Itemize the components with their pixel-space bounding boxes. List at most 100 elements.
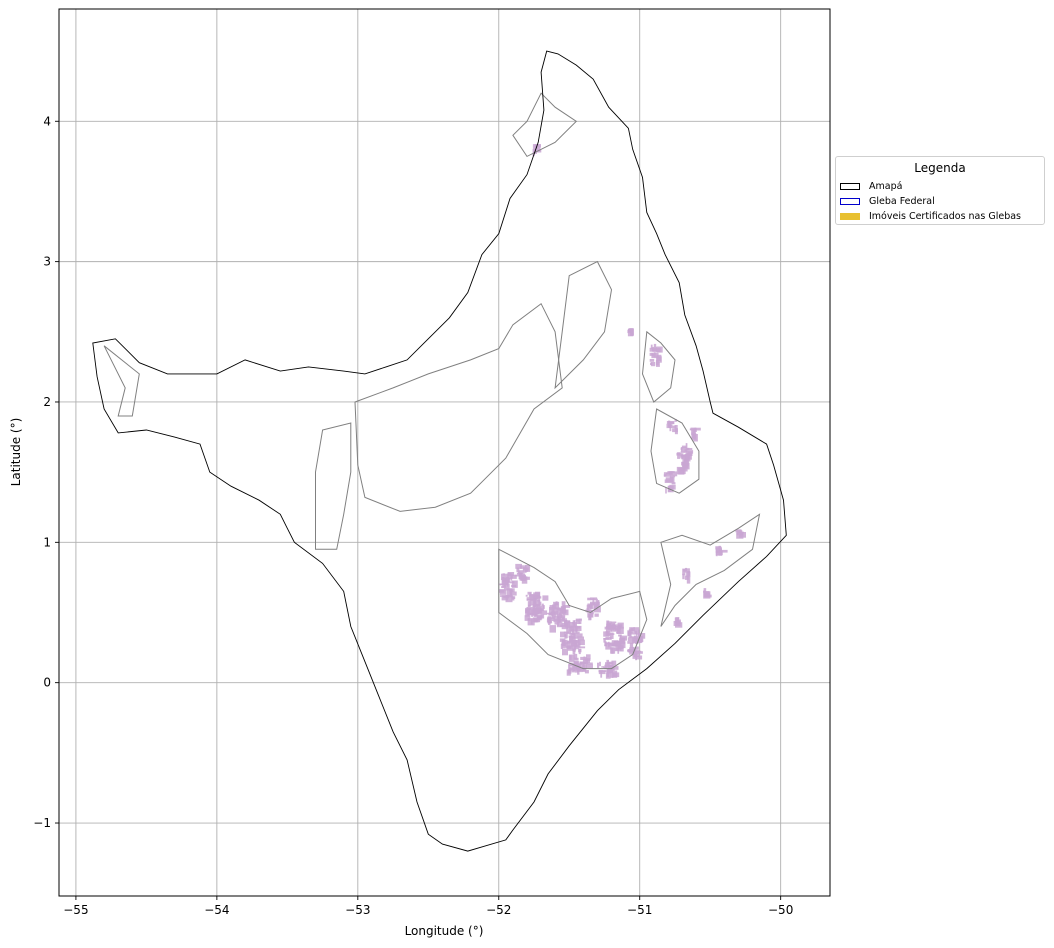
imovel-parcel bbox=[668, 420, 671, 428]
x-tick-label: −53 bbox=[345, 903, 370, 917]
imovel-parcel bbox=[519, 574, 526, 581]
imovel-parcel bbox=[684, 458, 689, 466]
imovel-parcel bbox=[619, 638, 625, 644]
imovel-parcel bbox=[655, 360, 659, 366]
imovel-parcel bbox=[567, 622, 574, 628]
imovel-parcel bbox=[519, 565, 527, 569]
imovel-parcel bbox=[540, 614, 545, 619]
imovel-parcel bbox=[616, 629, 621, 634]
imovel-parcel bbox=[629, 643, 634, 649]
imovel-parcel bbox=[511, 580, 518, 588]
imovel-parcel bbox=[630, 330, 633, 336]
imovel-parcel bbox=[669, 475, 676, 478]
imovel-parcel bbox=[569, 667, 574, 671]
imovel-parcel bbox=[595, 600, 600, 607]
imovel-parcel bbox=[568, 662, 574, 667]
imovel-parcel bbox=[578, 618, 582, 621]
imovel-parcel bbox=[635, 642, 639, 645]
imovel-parcel bbox=[594, 613, 599, 617]
imovel-parcel bbox=[582, 658, 589, 664]
imovel-parcel bbox=[507, 594, 513, 598]
imovel-parcel bbox=[674, 419, 677, 422]
imovel-parcel bbox=[575, 627, 578, 634]
imovel-parcel bbox=[565, 645, 568, 648]
imovel-parcel bbox=[638, 640, 642, 643]
imovel-parcel bbox=[525, 609, 530, 617]
imovel-parcel bbox=[636, 633, 638, 639]
imovel-parcel bbox=[505, 577, 510, 582]
imovel-parcel bbox=[674, 428, 678, 435]
imovel-parcel bbox=[574, 657, 579, 661]
gleba-outline bbox=[641, 330, 676, 403]
imovel-parcel bbox=[510, 589, 513, 597]
imovel-parcel bbox=[529, 592, 531, 597]
imovel-parcel bbox=[606, 671, 610, 677]
imovel-parcel bbox=[569, 636, 574, 644]
imovel-parcel bbox=[542, 595, 549, 601]
imovel-parcel bbox=[718, 545, 721, 551]
imovel-parcel bbox=[669, 471, 673, 475]
imovel-parcel bbox=[686, 571, 691, 578]
imovel-parcel bbox=[668, 425, 677, 428]
imovel-parcel bbox=[649, 352, 653, 356]
imovel-parcel bbox=[572, 648, 576, 655]
y-tick-label: 0 bbox=[43, 676, 51, 690]
imovel-parcel bbox=[638, 633, 646, 639]
imovel-parcel bbox=[532, 617, 541, 623]
imovel-parcel bbox=[511, 574, 517, 579]
imovel-parcel bbox=[576, 633, 583, 638]
imovel-parcel bbox=[573, 620, 576, 627]
imovel-parcel bbox=[554, 611, 556, 618]
imovel-parcel bbox=[570, 625, 578, 632]
imovel-parcel bbox=[529, 598, 537, 606]
imovel-parcel bbox=[547, 618, 553, 624]
imovel-parcel bbox=[653, 343, 657, 348]
x-axis-label: Longitude (°) bbox=[405, 924, 484, 938]
imovel-parcel bbox=[678, 467, 685, 475]
imovel-parcel bbox=[605, 662, 611, 667]
imovel-parcel bbox=[649, 347, 657, 352]
imovel-parcel bbox=[600, 671, 603, 678]
amapa-outline-layer bbox=[92, 50, 787, 852]
imovel-parcel bbox=[629, 650, 636, 653]
imovel-parcel bbox=[566, 641, 570, 644]
imovel-parcel bbox=[571, 641, 576, 644]
imovel-parcel bbox=[580, 656, 587, 660]
imovel-parcel bbox=[555, 601, 558, 605]
imovel-parcel bbox=[605, 630, 608, 633]
imovel-parcel bbox=[605, 631, 611, 637]
imovel-parcel bbox=[553, 607, 560, 610]
imovel-parcel bbox=[610, 621, 617, 624]
imovel-parcel bbox=[577, 668, 583, 673]
imovel-parcel bbox=[578, 648, 581, 655]
imovel-parcel bbox=[627, 649, 631, 653]
imovel-parcel bbox=[589, 604, 593, 608]
imovel-parcel bbox=[595, 603, 599, 610]
imovel-parcel bbox=[568, 654, 575, 662]
imovel-parcel bbox=[578, 639, 585, 646]
imovel-parcel bbox=[527, 618, 530, 621]
imovel-parcel bbox=[635, 653, 637, 661]
imovel-parcel bbox=[527, 601, 531, 607]
imovel-parcel bbox=[568, 664, 571, 670]
imovel-parcel bbox=[500, 583, 508, 586]
imovel-parcel bbox=[614, 641, 622, 646]
imovel-parcel bbox=[585, 609, 591, 612]
imovel-parcel bbox=[650, 344, 653, 350]
gleba-outline bbox=[354, 302, 563, 512]
imovel-parcel bbox=[632, 646, 635, 653]
imovel-parcel bbox=[562, 639, 568, 646]
imovel-parcel bbox=[534, 611, 539, 615]
imovel-parcel bbox=[599, 661, 601, 667]
imovel-parcel bbox=[715, 549, 718, 557]
imovel-parcel bbox=[669, 421, 674, 424]
imovel-parcel bbox=[694, 427, 701, 431]
imovel-parcel bbox=[618, 626, 621, 630]
imovel-parcel bbox=[619, 635, 627, 641]
imovel-parcel bbox=[506, 588, 513, 596]
imovel-parcel bbox=[562, 648, 568, 656]
imovel-parcel bbox=[523, 567, 529, 571]
legend-item-amapa: Amapá bbox=[840, 180, 902, 192]
gleba-outline bbox=[650, 408, 700, 494]
imovel-parcel bbox=[501, 573, 509, 581]
